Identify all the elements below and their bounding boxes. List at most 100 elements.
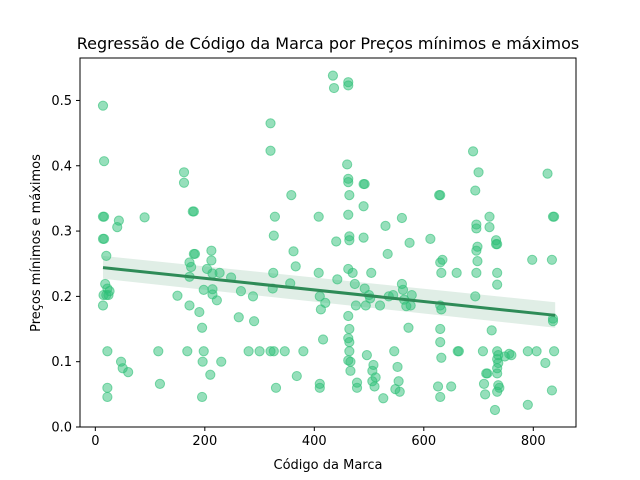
- y-tick-label: 0.3: [51, 225, 72, 240]
- data-point: [370, 372, 381, 383]
- data-point: [389, 346, 400, 357]
- data-point: [235, 286, 247, 297]
- data-point: [194, 306, 205, 318]
- data-point: [380, 220, 391, 231]
- data-point: [198, 346, 209, 357]
- data-point: [382, 248, 393, 260]
- regression-line: [102, 266, 556, 317]
- data-point: [344, 346, 355, 357]
- data-point: [343, 310, 354, 322]
- data-point: [470, 291, 481, 302]
- y-axis-title: Preços mínimos e máximos: [29, 154, 44, 332]
- data-point: [472, 256, 483, 267]
- data-point: [345, 365, 356, 376]
- y-tick-label: 0.5: [51, 94, 72, 109]
- plot-area: [97, 70, 560, 416]
- data-point: [425, 233, 436, 245]
- data-point: [396, 212, 408, 224]
- data-point: [489, 404, 501, 416]
- data-point: [268, 230, 279, 241]
- data-point: [101, 250, 112, 261]
- data-point: [358, 201, 369, 212]
- data-point: [291, 370, 302, 382]
- data-point: [317, 334, 329, 345]
- data-point: [178, 177, 190, 188]
- data-point: [392, 361, 403, 373]
- data-point: [97, 300, 109, 311]
- data-point: [467, 146, 479, 157]
- x-tick-label: 400: [302, 434, 327, 449]
- data-point: [482, 368, 493, 379]
- data-point: [328, 82, 340, 94]
- x-tick-label: 600: [411, 434, 436, 449]
- data-point: [332, 274, 343, 285]
- data-point: [211, 295, 222, 306]
- data-point: [313, 211, 324, 222]
- y-tick-label: 0.0: [51, 421, 72, 436]
- data-point: [182, 346, 193, 357]
- data-point: [153, 346, 164, 357]
- data-point: [394, 386, 405, 397]
- data-point: [480, 389, 491, 400]
- data-point: [248, 316, 260, 327]
- data-point: [406, 289, 417, 301]
- x-tick-label: 0: [91, 434, 99, 449]
- data-point: [320, 297, 331, 309]
- data-point: [102, 382, 113, 393]
- y-tick-label: 0.4: [51, 159, 72, 174]
- data-point: [435, 323, 446, 335]
- x-axis-title: Código da Marca: [274, 458, 383, 473]
- data-point: [172, 290, 183, 301]
- data-point: [492, 386, 503, 397]
- data-point: [343, 80, 354, 91]
- data-point: [492, 267, 503, 278]
- data-point: [139, 212, 150, 223]
- data-point: [233, 312, 244, 323]
- data-point: [290, 261, 301, 272]
- data-point: [184, 300, 195, 311]
- data-point: [214, 267, 225, 278]
- data-point: [471, 245, 482, 256]
- data-point: [437, 254, 448, 265]
- axes-frame: [79, 57, 577, 428]
- data-point: [435, 190, 446, 201]
- data-point: [254, 346, 265, 357]
- data-point: [522, 399, 533, 410]
- data-point: [102, 391, 113, 403]
- data-point: [531, 346, 542, 357]
- data-point: [206, 255, 217, 266]
- data-point: [327, 70, 339, 81]
- data-point: [361, 350, 372, 361]
- data-point: [345, 356, 356, 367]
- data-point: [374, 300, 386, 311]
- data-point: [435, 391, 446, 403]
- data-point: [378, 393, 389, 404]
- data-point: [154, 378, 166, 389]
- data-point: [268, 267, 279, 278]
- data-point: [313, 267, 324, 278]
- data-point: [270, 382, 282, 393]
- data-point: [546, 254, 558, 265]
- data-point: [471, 267, 482, 278]
- data-point: [546, 385, 558, 396]
- data-point: [349, 278, 360, 290]
- data-point: [473, 167, 484, 178]
- data-point: [540, 357, 551, 369]
- x-tick-label: 800: [521, 434, 546, 449]
- data-point: [492, 239, 503, 250]
- data-point: [369, 381, 380, 392]
- data-point: [451, 267, 462, 278]
- data-point: [547, 316, 559, 327]
- data-point: [478, 378, 490, 389]
- data-point: [197, 356, 208, 367]
- data-point: [269, 211, 280, 222]
- data-point: [344, 235, 355, 246]
- data-point: [435, 336, 446, 348]
- data-point: [522, 346, 533, 357]
- data-point: [198, 284, 209, 295]
- chart-title: Regressão de Código da Marca por Preços …: [77, 34, 579, 53]
- data-point: [477, 346, 489, 357]
- data-point: [492, 368, 503, 379]
- data-point: [102, 346, 113, 357]
- data-point: [397, 284, 409, 295]
